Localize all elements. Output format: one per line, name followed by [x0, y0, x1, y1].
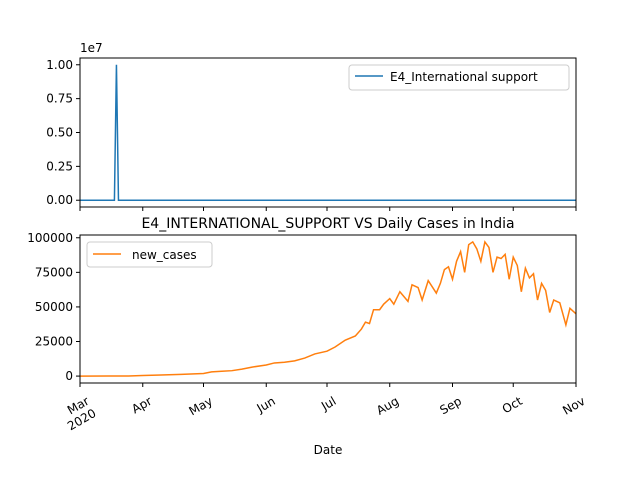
- bottom-y-tick-label: 25000: [35, 335, 73, 349]
- top-y-tick-label: 0.75: [46, 92, 73, 106]
- top-y-tick-label: 0.50: [46, 126, 73, 140]
- bottom-y-tick-label: 100000: [27, 231, 73, 245]
- top-y-tick-label: 1.00: [46, 58, 73, 72]
- bottom-chart-title: E4_INTERNATIONAL_SUPPORT VS Daily Cases …: [141, 216, 514, 232]
- top-subplot: 0.00 0.25 0.50 0.75 1.00 1e7 E4_Internationa…: [46, 41, 577, 211]
- bottom-legend: new_cases: [86, 241, 213, 268]
- top-legend-box: [348, 64, 570, 91]
- top-y-tick-label: 0.00: [46, 193, 73, 207]
- bottom-legend-box: [86, 241, 213, 268]
- e4-international-support-line: [80, 64, 576, 201]
- bottom-x-tick-label: Jul: [318, 394, 338, 414]
- bottom-y-tick-label: 50000: [35, 300, 73, 314]
- bottom-axes-frame: [79, 234, 577, 384]
- bottom-legend-label: new_cases: [132, 248, 197, 262]
- bottom-y-tick-label: 0: [65, 369, 73, 383]
- top-y-axis: 0.00 0.25 0.50 0.75 1.00: [46, 58, 80, 207]
- top-x-axis: [79, 207, 577, 211]
- bottom-y-axis: 0 25000 50000 75000 100000: [27, 231, 80, 383]
- new-cases-line: [79, 240, 577, 377]
- top-y-tick-label: 0.25: [46, 159, 73, 173]
- bottom-x-axis-label: Date: [314, 443, 343, 457]
- top-legend: E4_International support: [348, 64, 570, 91]
- bottom-y-tick-label: 75000: [35, 265, 73, 279]
- top-y-scale-label: 1e7: [80, 41, 103, 55]
- top-legend-label: E4_International support: [390, 70, 538, 84]
